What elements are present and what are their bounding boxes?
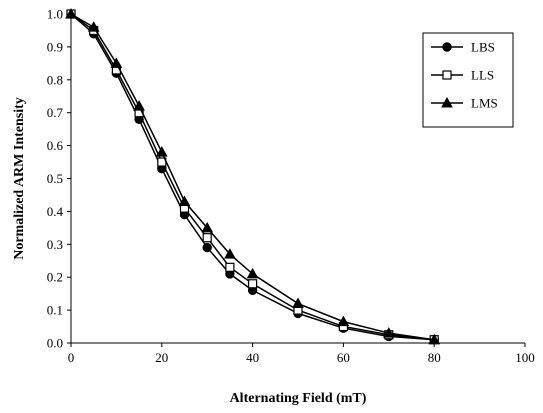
data-point-lms	[110, 57, 123, 68]
x-tick-label: 100	[515, 350, 535, 365]
y-tick-label: 0.2	[47, 270, 63, 285]
data-point-lms	[428, 333, 441, 345]
legend-box	[422, 32, 514, 128]
legend-entry-lbs: LBS	[431, 40, 495, 55]
legend: LBS LLS LMS	[422, 32, 514, 128]
data-point-lbs	[202, 242, 212, 253]
y-tick-label: 1.0	[47, 7, 63, 22]
data-point-lms	[224, 248, 236, 259]
data-point-lms	[87, 21, 100, 32]
data-point-lms	[292, 297, 304, 309]
data-point-lms	[133, 100, 145, 111]
series-lbs	[66, 9, 439, 345]
data-point-lls	[225, 262, 235, 272]
x-tick-label: 80	[428, 350, 441, 365]
x-tick-label: 20	[155, 350, 168, 365]
data-point-lls	[202, 233, 212, 243]
y-axis-title: Normalized ARM Intensity	[12, 97, 27, 260]
data-point-lls	[248, 279, 258, 289]
x-axis-title: Alternating Field (mT)	[230, 391, 367, 406]
y-tick-label: 0.7	[47, 105, 64, 120]
y-tick-label: 0.1	[47, 303, 63, 318]
data-point-lms	[337, 315, 350, 327]
legend-entry-lms: LMS	[431, 96, 498, 111]
tick-marks: 0.0 0.1 0.2 0.3 0.4 0.5 0.6 0.7 0.8 0.9 1.0 0 20 40 60…	[47, 7, 535, 366]
data-point-lms	[201, 221, 214, 233]
data-point-lms	[155, 146, 168, 157]
series-lms	[65, 7, 441, 345]
y-tick-label: 0.6	[47, 138, 64, 153]
legend-marker-lms	[441, 96, 453, 108]
legend-entry-lls: LLS	[431, 68, 494, 83]
legend-marker-lls	[442, 70, 452, 80]
x-tick-label: 0	[68, 350, 75, 365]
series-layer	[65, 7, 441, 345]
y-tick-label: 0.0	[47, 336, 63, 351]
x-tick-label: 60	[337, 350, 350, 365]
y-tick-label: 0.9	[47, 39, 63, 54]
data-point-lms	[382, 327, 395, 338]
data-point-lms	[178, 195, 191, 207]
y-tick-label: 0.3	[47, 237, 63, 252]
data-point-lms	[246, 267, 259, 279]
legend-marker-lbs	[442, 42, 452, 52]
legend-label-lls: LLS	[471, 68, 494, 83]
y-tick-label: 0.8	[47, 72, 63, 87]
y-tick-label: 0.4	[47, 204, 64, 219]
legend-label-lms: LMS	[471, 96, 498, 111]
y-tick-label: 0.5	[47, 171, 63, 186]
x-tick-label: 40	[246, 350, 259, 365]
legend-label-lbs: LBS	[471, 40, 495, 55]
data-point-lms	[65, 7, 77, 19]
